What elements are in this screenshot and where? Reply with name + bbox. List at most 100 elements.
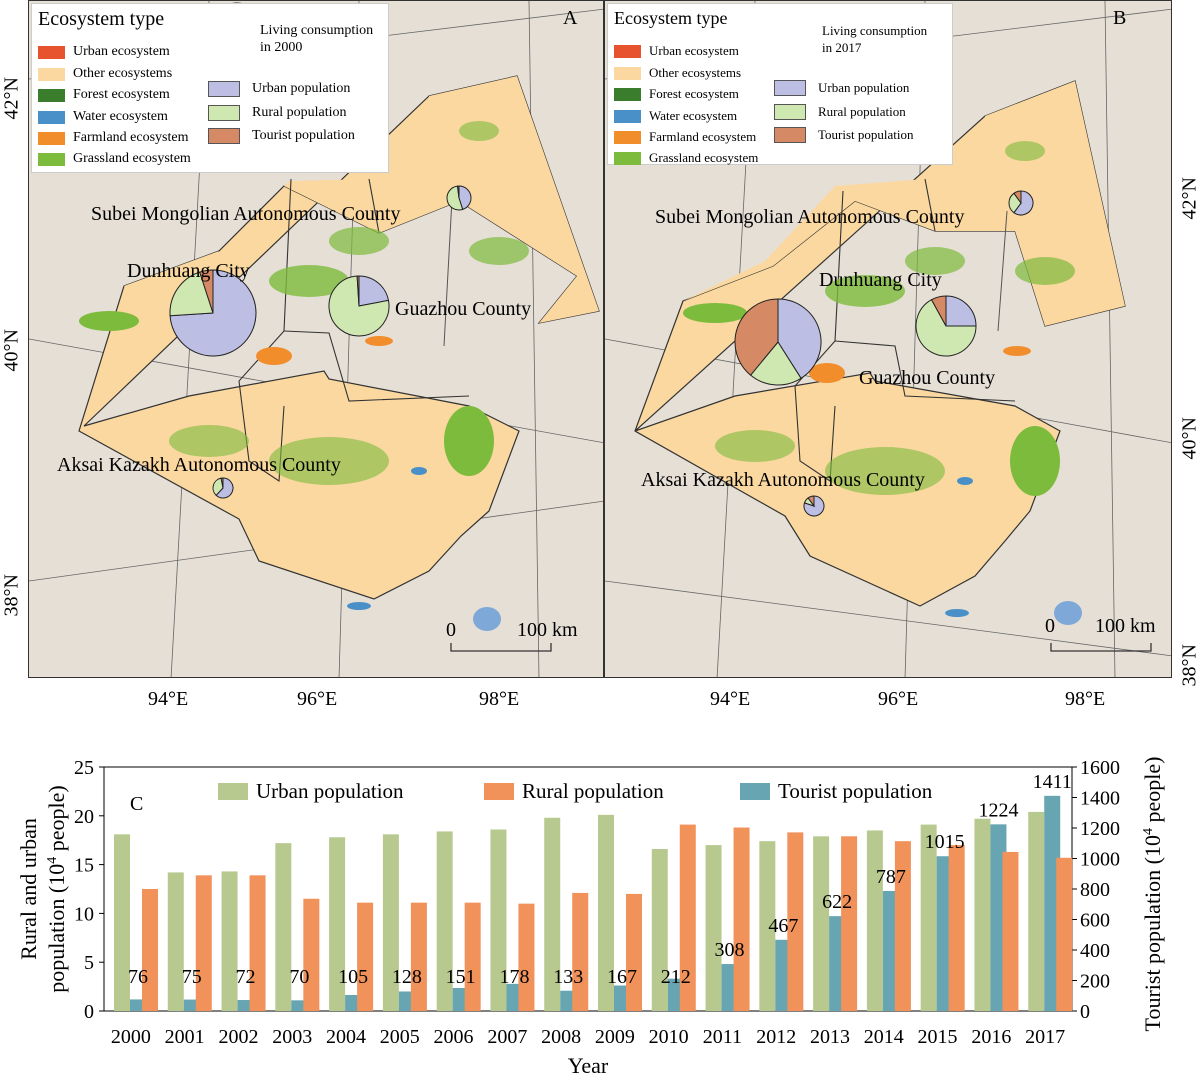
pie-slice-tourist bbox=[199, 269, 214, 314]
tourist-data-label: 212 bbox=[661, 966, 691, 988]
scale-zero-label: 0 bbox=[1045, 615, 1055, 637]
pie-leader-line bbox=[443, 198, 453, 347]
county-border bbox=[834, 340, 1016, 402]
tourist-data-label: 70 bbox=[289, 966, 309, 988]
tourist-data-label: 1411 bbox=[1033, 771, 1072, 793]
swatch-forest-ecosystem bbox=[614, 87, 641, 101]
tourist-data-label: 167 bbox=[607, 966, 637, 988]
y-right-label-text: Tourist population (104 people) bbox=[1140, 757, 1165, 1032]
legend-item-tourist-population: Tourist population bbox=[774, 126, 914, 144]
grassland-patch bbox=[444, 406, 494, 476]
legend-item-grassland-ecosystem: Grassland ecosystem bbox=[38, 150, 191, 168]
x-tick-label: 2004 bbox=[326, 1026, 366, 1048]
pie-slice-urban bbox=[215, 477, 234, 499]
grassland-patch bbox=[905, 247, 965, 275]
tourist-data-label: 178 bbox=[499, 966, 529, 988]
bar-urban-population bbox=[651, 848, 668, 1011]
pie-slice-urban bbox=[803, 495, 825, 517]
pie-guazhou bbox=[915, 295, 977, 357]
pie-slice-urban bbox=[458, 185, 472, 211]
y-left-tick-label: 25 bbox=[74, 757, 94, 779]
legend-label: Urban ecosystem bbox=[649, 43, 739, 58]
lat-label-40-left: 40°N bbox=[0, 329, 23, 372]
x-tick-label: 2005 bbox=[380, 1026, 420, 1048]
y-left-tick-label: 0 bbox=[84, 1001, 94, 1023]
y-left-tick-label: 15 bbox=[74, 855, 94, 877]
scale-length-label: 100 km bbox=[517, 619, 578, 641]
tourist-data-label: 308 bbox=[715, 939, 745, 961]
legend-item-water-ecosystem: Water ecosystem bbox=[614, 107, 737, 125]
swatch-grassland-ecosystem bbox=[38, 152, 65, 166]
pie-subei bbox=[446, 185, 472, 211]
chart-legend-label: Urban population bbox=[256, 779, 404, 803]
tourist-data-label: 622 bbox=[822, 891, 852, 913]
grassland-patch bbox=[1015, 257, 1075, 285]
lat-label-42-right: 42°N bbox=[1178, 177, 1200, 220]
legend-label: Farmland ecosystem bbox=[73, 130, 189, 145]
bar-rural-population bbox=[1002, 851, 1019, 1011]
grassland-patch bbox=[269, 265, 349, 297]
lon-label-98-b: 98°E bbox=[1065, 688, 1106, 710]
y-right-tick-label: 1400 bbox=[1080, 788, 1120, 810]
swatch-water-ecosystem bbox=[614, 109, 641, 123]
grassland-patch bbox=[169, 425, 249, 457]
bar-rural-population bbox=[572, 892, 589, 1011]
pie-slice-tourist bbox=[1013, 190, 1022, 205]
x-tick-label: 2007 bbox=[487, 1026, 527, 1048]
bar-urban-population bbox=[221, 871, 238, 1011]
bar-urban-population bbox=[490, 829, 507, 1011]
swatch-farmland-ecosystem bbox=[614, 130, 641, 144]
x-tick-label: 2016 bbox=[971, 1026, 1011, 1048]
y-right-tick-label: 800 bbox=[1080, 879, 1110, 901]
place-label-dunhuang: Dunhuang City bbox=[127, 260, 250, 282]
place-label-guazhou: Guazhou County bbox=[859, 367, 996, 389]
water-body bbox=[945, 609, 969, 617]
swatch-other-ecosystems bbox=[38, 67, 65, 81]
x-tick-label: 2001 bbox=[165, 1026, 205, 1048]
chart-legend-label: Rural population bbox=[522, 779, 664, 803]
tourist-data-label: 133 bbox=[553, 966, 583, 988]
pie-slice-tourist bbox=[734, 298, 779, 376]
tourist-data-label: 1015 bbox=[925, 831, 965, 853]
x-tick-label: 2000 bbox=[111, 1026, 151, 1048]
place-label-subei: Subei Mongolian Autonomous County bbox=[655, 206, 965, 228]
panel-letter-b: B bbox=[1113, 7, 1127, 29]
swatch-farmland-ecosystem bbox=[38, 131, 65, 145]
bar-rural-population bbox=[894, 841, 911, 1011]
pie-aksai bbox=[803, 495, 825, 517]
water-body bbox=[957, 477, 973, 485]
legend-label: Tourist population bbox=[818, 127, 914, 142]
graticule-line bbox=[605, 580, 1171, 657]
lat-label-40-right: 40°N bbox=[1178, 417, 1200, 460]
pie-slice-tourist bbox=[456, 185, 460, 199]
tourist-data-label: 151 bbox=[446, 966, 476, 988]
water-body bbox=[411, 467, 427, 475]
y-left-tick-label: 10 bbox=[74, 903, 94, 925]
grassland-patch bbox=[1005, 141, 1045, 161]
bar-rural-population bbox=[626, 893, 642, 1011]
y-left-tick-label: 20 bbox=[74, 806, 94, 828]
legend-item-other-ecosystems: Other ecosystems bbox=[38, 65, 172, 83]
legend-label: Urban population bbox=[252, 81, 351, 96]
bar-rural-population bbox=[841, 836, 858, 1011]
map-panel-b: Ecosystem type Urban ecosystem Other eco… bbox=[604, 0, 1172, 678]
x-tick-label: 2006 bbox=[434, 1026, 474, 1048]
bar-urban-population bbox=[382, 834, 399, 1011]
grassland-patch bbox=[269, 437, 389, 485]
grassland-patch bbox=[1010, 426, 1060, 496]
grassland-patch bbox=[469, 237, 529, 265]
bar-tourist-population bbox=[237, 1000, 254, 1011]
pie-dunhuang bbox=[734, 298, 822, 386]
grassland-patch bbox=[459, 121, 499, 141]
x-tick-label: 2017 bbox=[1025, 1026, 1065, 1048]
lon-label-96-a: 96°E bbox=[297, 688, 338, 710]
bar-tourist-population bbox=[130, 999, 146, 1011]
bar-rural-population bbox=[464, 902, 481, 1011]
county-border bbox=[924, 178, 936, 232]
pie-guazhou bbox=[328, 275, 390, 337]
bar-rural-population bbox=[142, 889, 158, 1011]
bar-urban-population bbox=[920, 824, 937, 1011]
bar-urban-population bbox=[436, 831, 453, 1011]
tourist-data-label: 1224 bbox=[978, 799, 1018, 821]
swatch-rural-population bbox=[774, 104, 806, 120]
